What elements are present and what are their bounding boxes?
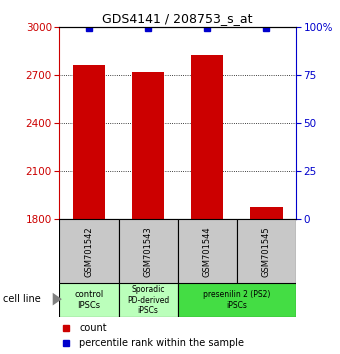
Bar bbox=[59, 219, 119, 283]
Text: GSM701544: GSM701544 bbox=[203, 226, 212, 277]
Title: GDS4141 / 208753_s_at: GDS4141 / 208753_s_at bbox=[102, 12, 253, 25]
Text: count: count bbox=[79, 322, 107, 332]
Bar bbox=[73, 65, 105, 219]
Text: cell line: cell line bbox=[3, 294, 41, 304]
Polygon shape bbox=[53, 293, 62, 306]
Bar bbox=[237, 219, 296, 283]
Bar bbox=[191, 56, 223, 219]
Bar bbox=[59, 283, 119, 317]
Text: control
IPSCs: control IPSCs bbox=[74, 290, 104, 310]
Bar bbox=[119, 283, 177, 317]
Text: GSM701542: GSM701542 bbox=[85, 226, 94, 277]
Text: GSM701545: GSM701545 bbox=[262, 226, 271, 277]
Text: Sporadic
PD-derived
iPSCs: Sporadic PD-derived iPSCs bbox=[127, 285, 169, 315]
Bar bbox=[132, 72, 164, 219]
Text: GSM701543: GSM701543 bbox=[143, 226, 153, 277]
Text: presenilin 2 (PS2)
iPSCs: presenilin 2 (PS2) iPSCs bbox=[203, 290, 270, 310]
Bar bbox=[177, 283, 296, 317]
Text: percentile rank within the sample: percentile rank within the sample bbox=[79, 338, 244, 348]
Bar bbox=[250, 207, 283, 219]
Bar bbox=[119, 219, 177, 283]
Bar bbox=[177, 219, 237, 283]
